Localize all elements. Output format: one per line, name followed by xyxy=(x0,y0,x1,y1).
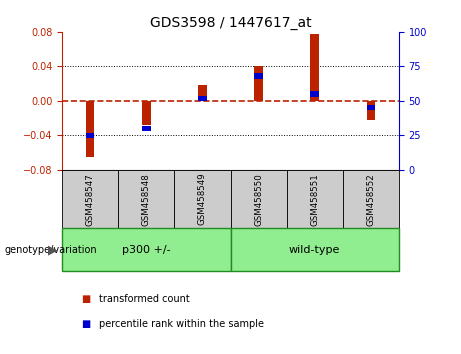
Text: GDS3598 / 1447617_at: GDS3598 / 1447617_at xyxy=(150,16,311,30)
Bar xyxy=(366,105,375,110)
Text: percentile rank within the sample: percentile rank within the sample xyxy=(99,319,264,329)
Bar xyxy=(310,34,319,101)
Text: ■: ■ xyxy=(81,294,90,304)
Bar xyxy=(198,85,207,101)
Text: genotype/variation: genotype/variation xyxy=(5,245,97,255)
Text: ▶: ▶ xyxy=(48,243,58,256)
Bar xyxy=(254,73,263,79)
Bar xyxy=(366,101,375,120)
Bar xyxy=(142,101,151,125)
Text: GSM458552: GSM458552 xyxy=(366,173,375,225)
Text: GSM458550: GSM458550 xyxy=(254,173,263,225)
Text: GSM458549: GSM458549 xyxy=(198,173,207,225)
Bar xyxy=(310,91,319,97)
Bar xyxy=(198,96,207,101)
Text: GSM458551: GSM458551 xyxy=(310,173,319,225)
Text: GSM458548: GSM458548 xyxy=(142,173,151,225)
Text: GSM458547: GSM458547 xyxy=(86,173,95,225)
Bar xyxy=(86,133,95,138)
Bar xyxy=(142,126,151,131)
Text: ■: ■ xyxy=(81,319,90,329)
Text: wild-type: wild-type xyxy=(289,245,340,255)
Bar xyxy=(254,67,263,101)
Bar xyxy=(86,101,95,157)
Text: transformed count: transformed count xyxy=(99,294,190,304)
Text: p300 +/-: p300 +/- xyxy=(122,245,171,255)
